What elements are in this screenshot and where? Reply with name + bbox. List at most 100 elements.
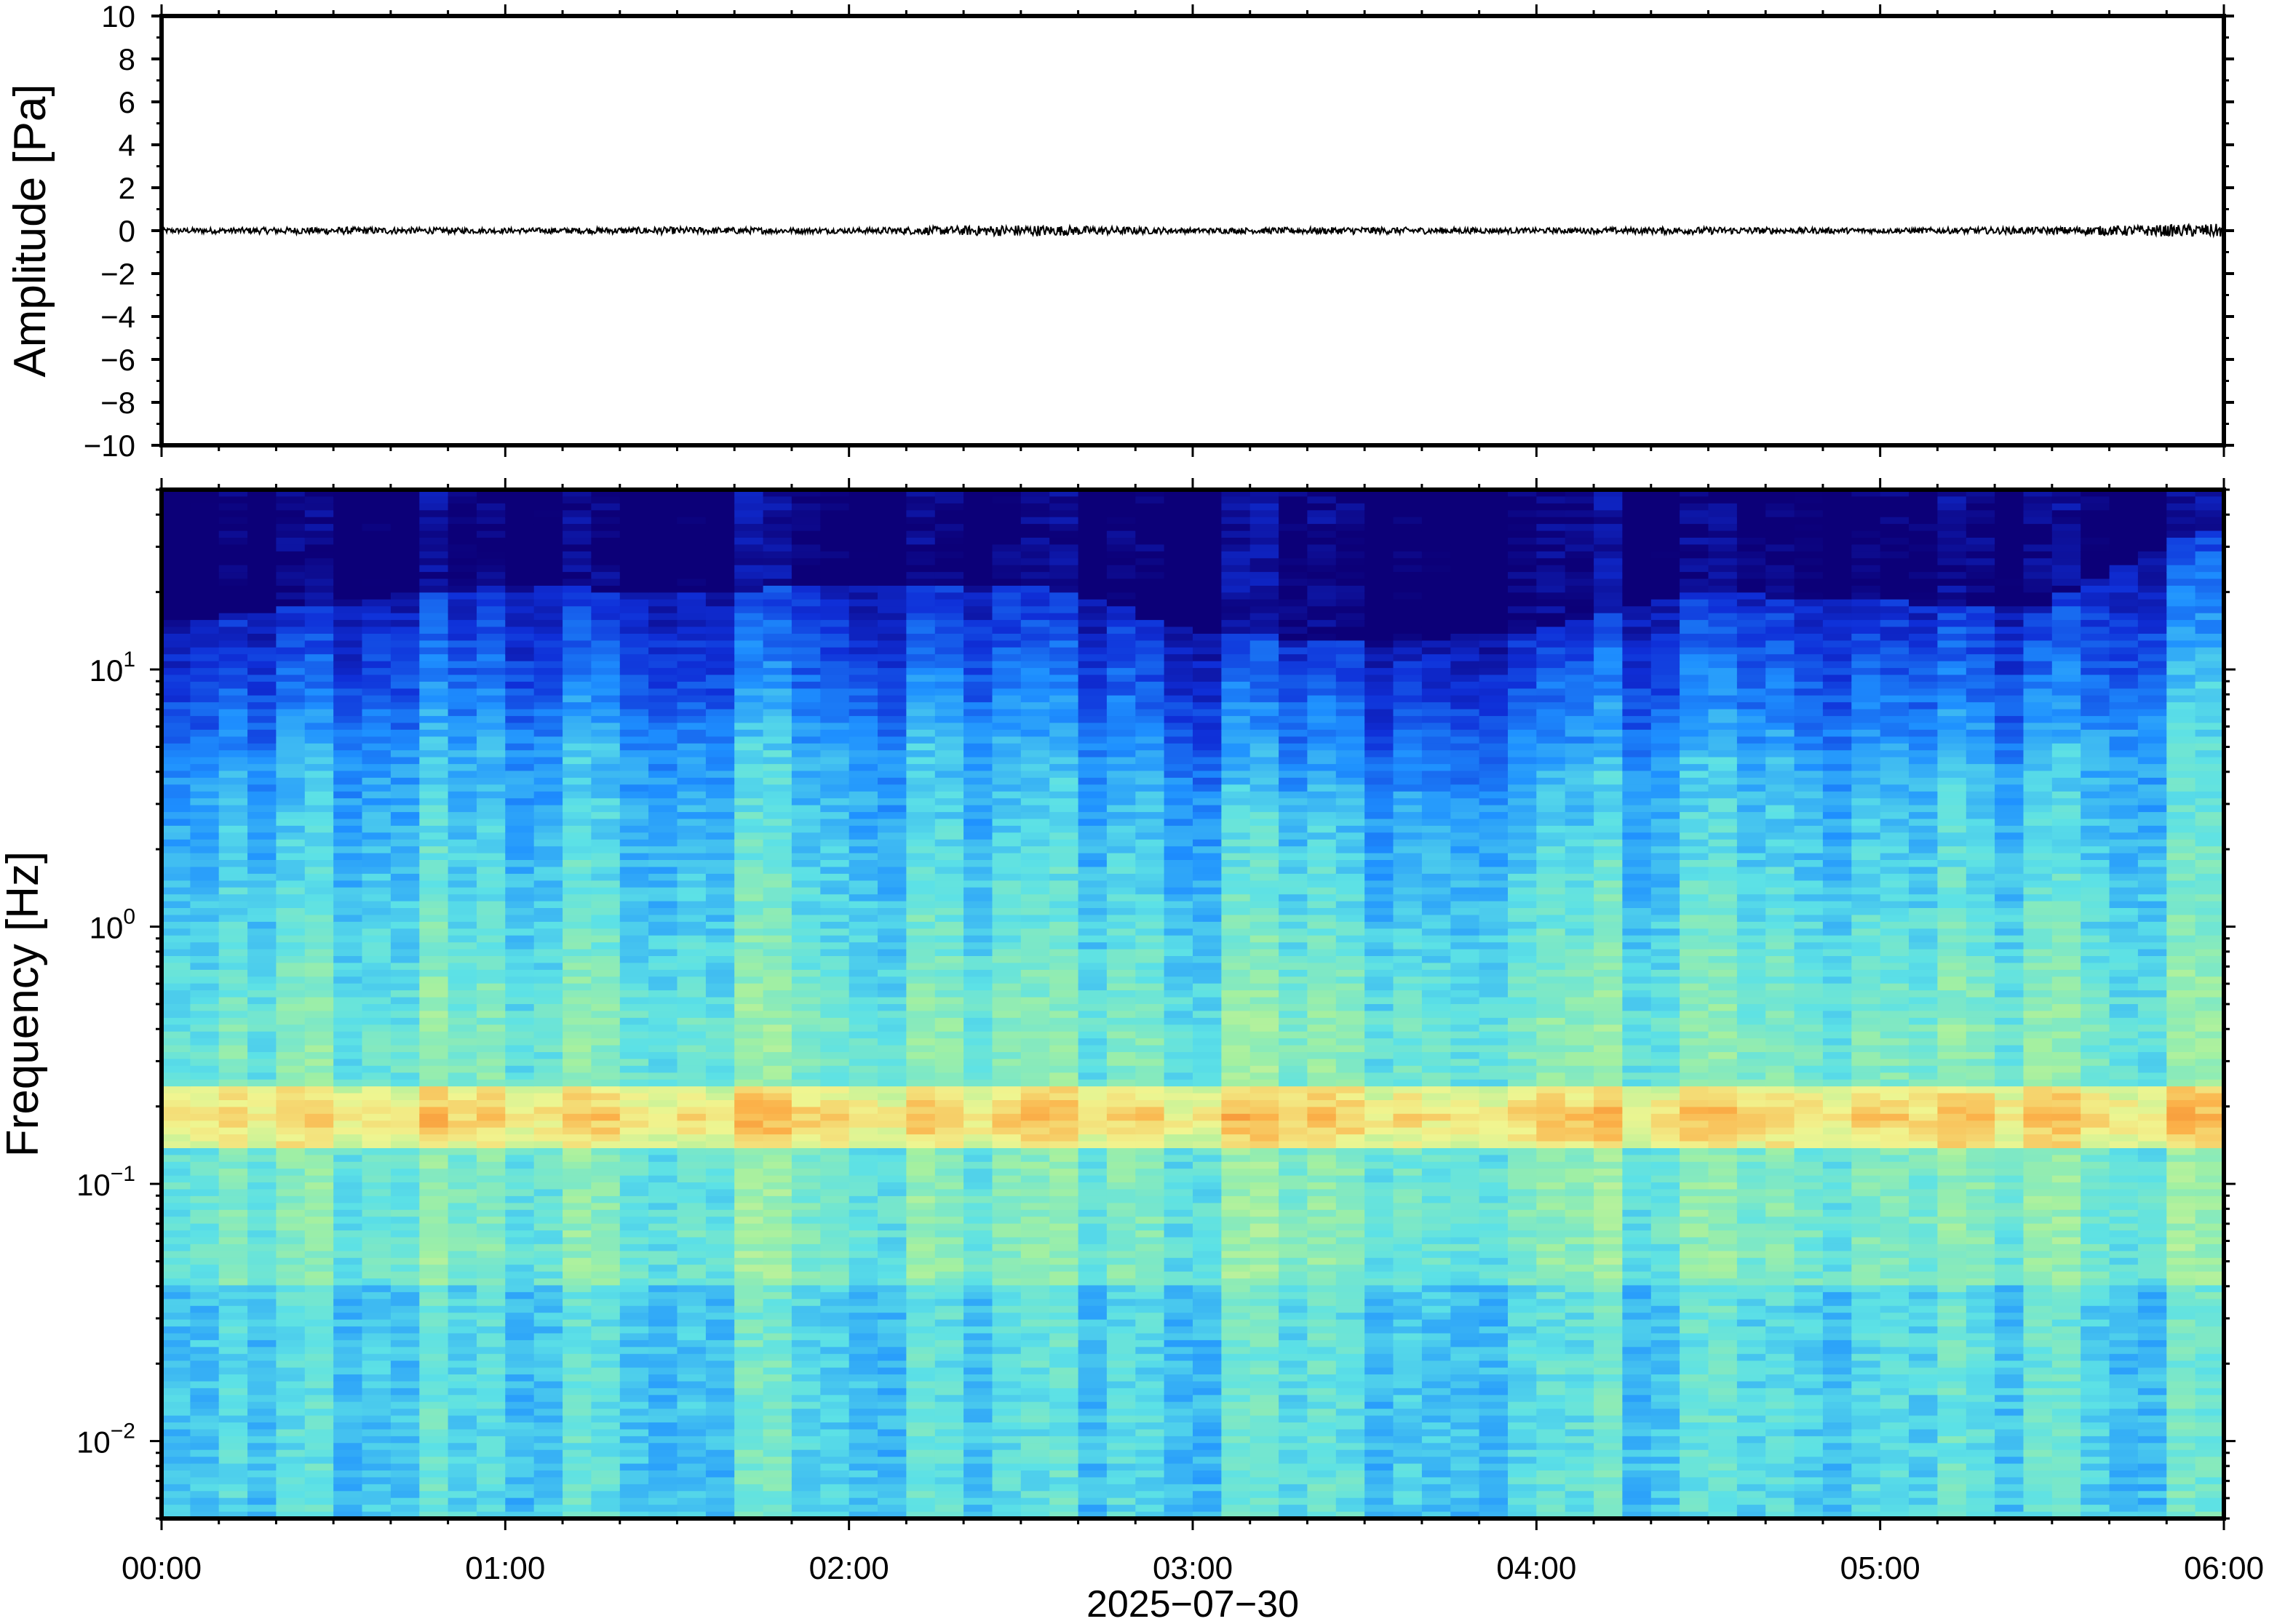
spectrogram-cell — [734, 1326, 764, 1334]
spectrogram-cell — [906, 956, 936, 964]
spectrogram-cell — [992, 853, 1022, 861]
spectrogram-cell — [934, 1100, 965, 1108]
spectrogram-cell — [218, 1113, 249, 1122]
spectrogram-cell — [218, 1155, 249, 1163]
spectrogram-cell — [419, 1415, 449, 1423]
spectrogram-cell — [247, 1065, 277, 1074]
spectrogram-cell — [849, 757, 879, 765]
spectrogram-cell — [820, 688, 850, 696]
spectrogram-cell — [190, 1072, 220, 1080]
spectrogram-cell — [820, 1024, 850, 1032]
spectrogram-cell — [304, 1401, 335, 1410]
spectrogram-cell — [963, 496, 993, 504]
spectrogram-cell — [419, 668, 449, 676]
spectrogram-cell — [820, 1113, 850, 1122]
spectrogram-cell — [963, 1361, 993, 1369]
spectrogram-cell — [963, 990, 993, 998]
spectrogram-cell — [705, 956, 736, 964]
spectrogram-cell — [448, 1065, 477, 1074]
spectrogram-cell — [705, 668, 736, 676]
spectrogram-cell — [591, 812, 621, 820]
spectrogram-cell — [419, 963, 449, 971]
spectrogram-cell — [1020, 976, 1051, 984]
spectrogram-cell — [304, 578, 335, 586]
spectrogram-cell — [791, 805, 822, 813]
spectrogram-cell — [448, 1086, 477, 1094]
spectrogram-cell — [763, 1278, 792, 1286]
spectrogram-cell — [505, 777, 535, 786]
spectrogram-cell — [648, 839, 678, 848]
spectrogram-cell — [677, 867, 707, 875]
spectrogram-cell — [190, 1449, 220, 1458]
spectrogram-cell — [390, 1265, 421, 1273]
spectrogram-cell — [390, 578, 421, 586]
spectrogram-cell — [906, 921, 936, 930]
spectrogram-cell — [333, 668, 363, 676]
spectrogram-cell — [362, 1093, 392, 1101]
spectrogram-cell — [276, 901, 306, 909]
spectrogram-cell — [448, 846, 477, 854]
spectrogram-cell — [505, 1484, 535, 1492]
spectrogram-cell — [1020, 723, 1051, 731]
spectrogram-cell — [1020, 887, 1051, 896]
spectrogram-cell — [218, 956, 249, 964]
spectrogram-cell — [791, 1271, 822, 1279]
spectrogram-cell — [390, 1278, 421, 1286]
spectrogram-cell — [591, 777, 621, 786]
spectrogram-cell — [505, 867, 535, 875]
spectrogram-cell — [218, 1278, 249, 1286]
spectrogram-cell — [820, 729, 850, 738]
spectrogram-cell — [162, 915, 191, 923]
spectrogram-cell — [1049, 1203, 1079, 1211]
spectrogram-cell — [677, 709, 707, 717]
spectrogram-cell — [934, 640, 965, 648]
spectrogram-cell — [419, 1367, 449, 1375]
spectrogram-cell — [563, 1457, 592, 1465]
spectrogram-cell — [533, 1511, 564, 1518]
spectrogram-cell — [276, 894, 306, 902]
spectrogram-cell — [533, 524, 564, 532]
spectrogram-cell — [734, 1429, 764, 1437]
spectrogram-cell — [390, 1093, 421, 1101]
spectrogram-cell — [591, 1223, 621, 1232]
spectrogram-cell — [763, 1415, 792, 1423]
spectrogram-cell — [190, 1285, 220, 1293]
spectrogram-cell — [505, 1052, 535, 1060]
spectrogram-cell — [791, 1484, 822, 1492]
spectrogram-cell — [849, 873, 879, 882]
spectrogram-cell — [505, 764, 535, 772]
spectrogram-cell — [190, 524, 220, 532]
spectrogram-cell — [906, 1291, 936, 1300]
spectrogram-cell — [247, 1169, 277, 1177]
spectrogram-cell — [247, 668, 277, 676]
spectrogram-cell — [333, 1340, 363, 1348]
spectrogram-cell — [448, 1257, 477, 1266]
spectrogram-cell — [677, 1257, 707, 1266]
spectrogram-cell — [906, 620, 936, 628]
spectrogram-cell — [934, 1381, 965, 1389]
spectrogram-cell — [505, 1491, 535, 1499]
spectrogram-cell — [763, 530, 792, 538]
spectrogram-cell — [190, 798, 220, 806]
spectrogram-cell — [1020, 1340, 1051, 1348]
spectrogram-cell — [734, 1319, 764, 1327]
spectrogram-cell — [162, 1429, 191, 1437]
spectrogram-cell — [448, 1409, 477, 1417]
spectrogram-cell — [705, 613, 736, 621]
spectrogram-cell — [906, 1319, 936, 1327]
spectrogram-cell — [791, 1134, 822, 1142]
spectrogram-cell — [390, 1243, 421, 1252]
spectrogram-cell — [619, 825, 650, 834]
spectrogram-cell — [333, 1065, 363, 1074]
spectrogram-cell — [190, 1251, 220, 1259]
spectrogram-cell — [878, 558, 907, 566]
spectrogram-cell — [276, 1313, 306, 1321]
spectrogram-cell — [791, 1443, 822, 1451]
spectrogram-cell — [591, 1436, 621, 1444]
spectrogram-cell — [1049, 1333, 1079, 1341]
spectrogram-cell — [619, 1086, 650, 1094]
spectrogram-cell — [218, 1086, 249, 1094]
spectrogram-cell — [677, 668, 707, 676]
spectrogram-cell — [1049, 1374, 1079, 1382]
spectrogram-cell — [934, 901, 965, 909]
